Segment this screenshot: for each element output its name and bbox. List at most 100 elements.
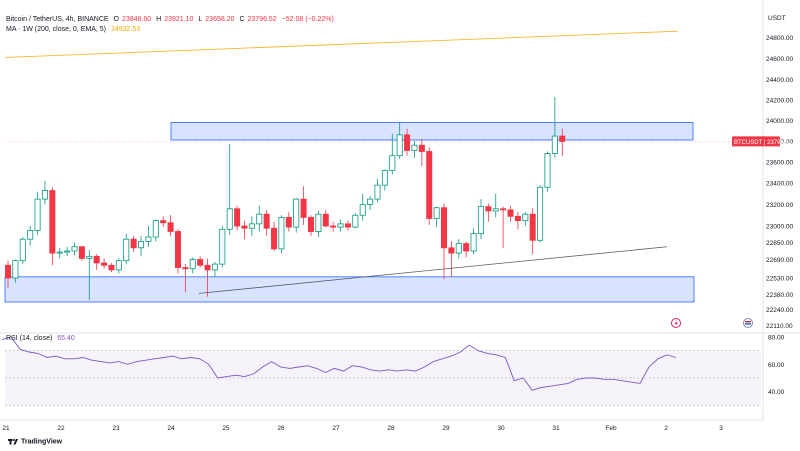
candle	[160, 216, 167, 228]
candle-body	[455, 243, 462, 254]
candle	[507, 205, 514, 222]
price-tick-label: 22850.00	[766, 240, 793, 247]
candle	[522, 212, 529, 226]
candle-body	[189, 259, 196, 270]
candle-body	[522, 213, 529, 222]
candle-body	[300, 198, 307, 218]
candle-body	[559, 135, 566, 142]
candle-body	[278, 216, 285, 250]
candle	[56, 247, 63, 259]
candle	[197, 256, 204, 268]
candle-body	[115, 260, 122, 271]
candle-body	[226, 208, 233, 230]
candle-body	[426, 151, 433, 219]
candle-body	[448, 247, 455, 254]
rsi-tick-label: 40.00	[768, 389, 785, 396]
tradingview-logo-icon	[8, 439, 18, 445]
candle	[330, 221, 337, 232]
candle	[433, 206, 440, 228]
candle	[492, 193, 499, 218]
candle-body	[41, 190, 48, 200]
price-tick-label: 24000.00	[766, 118, 793, 125]
candle-body	[344, 223, 351, 228]
ma-label[interactable]: MA · 1W (200, close, 0, EMA, 5)	[6, 26, 106, 33]
candle	[86, 249, 93, 300]
candle	[396, 122, 403, 159]
price-tick-label: 24200.00	[766, 98, 793, 105]
candle-body	[256, 213, 263, 225]
symbol-title[interactable]: Bitcoin / TetherUS, 4h, BINANCE	[6, 16, 109, 23]
price-tag-label: BTCUSDT | 23796.52	[734, 140, 793, 146]
candle-body	[211, 263, 218, 271]
price-tick-label: 22110.00	[766, 323, 793, 330]
open-label: O	[113, 16, 119, 23]
price-tick-label: 22240.00	[766, 307, 793, 314]
close-value: 23796.52	[247, 16, 277, 23]
time-tick-label: 28	[387, 425, 395, 432]
candle	[115, 258, 122, 274]
symbol-header: Bitcoin / TetherUS, 4h, BINANCE O 23848.6…	[6, 15, 337, 24]
price-tick-label: 23000.00	[766, 224, 793, 231]
time-tick-label: 25	[222, 425, 230, 432]
candle	[448, 241, 455, 277]
candle-body	[381, 169, 388, 186]
tradingview-logo[interactable]: TradingView	[8, 438, 62, 445]
candle	[41, 180, 48, 205]
candle-body	[93, 255, 100, 264]
candle	[130, 235, 137, 253]
time-tick-label: 23	[112, 425, 120, 432]
candle-body	[182, 267, 189, 270]
candle-body	[551, 135, 558, 155]
candle	[219, 226, 226, 268]
time-tick-label: 24	[167, 425, 175, 432]
candle-body	[352, 214, 359, 228]
candle	[285, 212, 292, 232]
support-zone	[4, 276, 695, 303]
candle-body	[507, 209, 514, 217]
candle-body	[71, 246, 78, 252]
event-flag-icon-ring	[743, 318, 753, 328]
rsi-label[interactable]: RSI (14, close)	[6, 335, 53, 342]
candle	[78, 245, 85, 261]
candle	[307, 215, 314, 236]
candle	[204, 258, 211, 297]
candle	[189, 257, 196, 274]
price-tick-label: 23600.00	[766, 160, 793, 167]
event-flag-icon	[743, 318, 753, 328]
candle-body	[78, 246, 85, 259]
candle-body	[396, 134, 403, 157]
time-tick-label: 30	[497, 425, 505, 432]
candle	[256, 205, 263, 232]
low-label: L	[198, 16, 203, 23]
candle	[71, 242, 78, 256]
price-tick-label: 23400.00	[766, 181, 793, 188]
candle-body	[433, 207, 440, 219]
price-axis-currency: USDT	[768, 15, 786, 22]
candle-body	[204, 264, 211, 271]
candle-body	[529, 213, 536, 241]
candle-body	[49, 190, 56, 254]
time-tick-label: 21	[2, 425, 10, 432]
candle	[101, 258, 108, 269]
resistance-zone	[170, 122, 694, 141]
candle	[352, 213, 359, 229]
candle-body	[337, 223, 344, 228]
candle	[145, 226, 152, 247]
candle	[455, 239, 462, 259]
candle-body	[315, 213, 322, 232]
candle-body	[544, 153, 551, 188]
candle-body	[477, 206, 484, 235]
rsi-value: 65.40	[57, 335, 75, 342]
candle	[300, 186, 307, 225]
time-tick-label: 26	[277, 425, 285, 432]
candle-body	[108, 264, 115, 271]
candle	[441, 203, 448, 280]
candle-body	[64, 250, 71, 253]
change-value: −52.08 (−0.22%)	[281, 16, 334, 23]
price-tick-label: 22530.00	[766, 276, 793, 283]
price-tick-label: 24600.00	[766, 56, 793, 63]
candle	[34, 191, 41, 235]
candle	[123, 233, 130, 265]
candle-body	[263, 213, 270, 229]
